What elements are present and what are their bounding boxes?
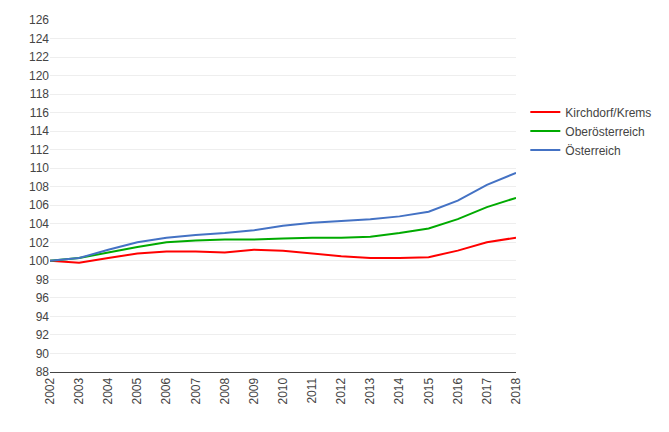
svg-text:88: 88 xyxy=(36,365,50,379)
svg-text:2015: 2015 xyxy=(422,377,436,404)
svg-text:Oberösterreich: Oberösterreich xyxy=(565,125,644,139)
svg-text:2008: 2008 xyxy=(218,377,232,404)
svg-text:120: 120 xyxy=(29,69,49,83)
svg-text:2011: 2011 xyxy=(305,377,319,403)
svg-text:94: 94 xyxy=(36,310,50,324)
svg-text:2005: 2005 xyxy=(130,377,144,404)
svg-text:98: 98 xyxy=(36,273,50,287)
svg-text:90: 90 xyxy=(36,347,50,361)
svg-text:2009: 2009 xyxy=(247,377,261,404)
svg-text:2018: 2018 xyxy=(509,377,523,404)
svg-text:2007: 2007 xyxy=(189,377,203,404)
svg-text:118: 118 xyxy=(30,87,49,101)
svg-text:124: 124 xyxy=(29,32,49,46)
svg-text:114: 114 xyxy=(30,124,49,138)
svg-text:2002: 2002 xyxy=(43,377,57,404)
svg-text:112: 112 xyxy=(30,143,49,157)
svg-text:2004: 2004 xyxy=(101,377,115,404)
svg-text:2003: 2003 xyxy=(72,377,86,404)
svg-text:2014: 2014 xyxy=(392,377,406,404)
svg-text:2013: 2013 xyxy=(363,377,377,404)
svg-text:Kirchdorf/Krems: Kirchdorf/Krems xyxy=(565,106,651,120)
svg-text:100: 100 xyxy=(29,254,49,268)
svg-text:2017: 2017 xyxy=(480,377,494,404)
svg-text:102: 102 xyxy=(29,236,49,250)
svg-text:104: 104 xyxy=(29,217,49,231)
svg-text:2010: 2010 xyxy=(276,377,290,404)
svg-text:2006: 2006 xyxy=(159,377,173,404)
svg-text:122: 122 xyxy=(29,50,49,64)
svg-text:92: 92 xyxy=(36,328,50,342)
svg-text:2016: 2016 xyxy=(451,377,465,404)
svg-text:110: 110 xyxy=(30,161,49,175)
svg-text:108: 108 xyxy=(29,180,49,194)
svg-text:116: 116 xyxy=(30,106,49,120)
svg-text:96: 96 xyxy=(36,291,50,305)
svg-text:Österreich: Österreich xyxy=(565,144,620,158)
svg-text:2012: 2012 xyxy=(334,377,348,404)
svg-text:126: 126 xyxy=(29,13,49,27)
svg-text:106: 106 xyxy=(29,198,49,212)
